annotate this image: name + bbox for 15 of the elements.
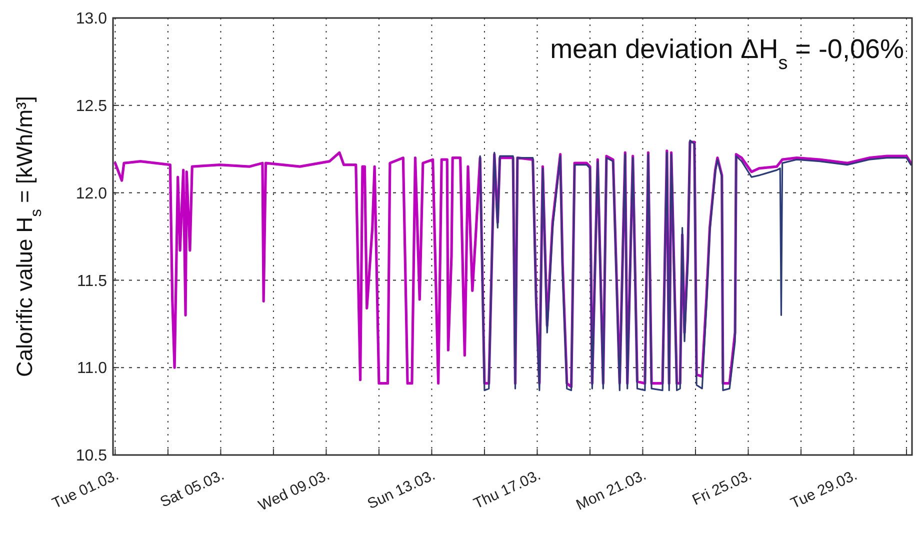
x-tick-label: Sun 13.03. — [364, 466, 438, 513]
y-tick-label: 13.0 — [76, 10, 108, 28]
annotation: mean deviation ΔH$_{s}$ = -0,06% — [550, 34, 904, 74]
x-tick-label: Mon 21.03. — [574, 466, 649, 514]
x-tick-label: Tue 01.03. — [50, 466, 122, 512]
x-tick-label: Thu 17.03. — [471, 466, 544, 512]
x-tick-label: Tue 29.03. — [788, 466, 860, 512]
x-tick-label: Fri 25.03. — [690, 466, 754, 509]
y-tick-label: 10.5 — [76, 448, 108, 465]
y-tick-label: 12.0 — [76, 185, 108, 202]
y-tick-label: 12.5 — [76, 98, 108, 115]
x-tick-label: Wed 09.03. — [256, 466, 332, 514]
y-tick-label: 11.5 — [77, 272, 108, 290]
x-tick-label: Sat 05.03. — [158, 466, 227, 512]
y-tick-label: 11.0 — [77, 360, 108, 378]
